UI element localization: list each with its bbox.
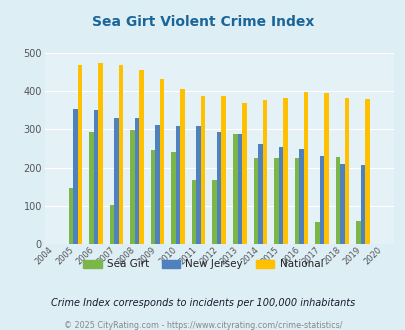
- Bar: [216, 132, 221, 244]
- Bar: [160, 79, 164, 244]
- Bar: [171, 152, 175, 244]
- Legend: Sea Girt, New Jersey, National: Sea Girt, New Jersey, National: [79, 255, 326, 274]
- Bar: [339, 164, 344, 244]
- Bar: [109, 205, 114, 244]
- Text: Sea Girt Violent Crime Index: Sea Girt Violent Crime Index: [92, 15, 313, 29]
- Bar: [175, 126, 180, 244]
- Bar: [335, 157, 339, 244]
- Bar: [77, 65, 82, 244]
- Bar: [282, 98, 287, 244]
- Text: © 2025 CityRating.com - https://www.cityrating.com/crime-statistics/: © 2025 CityRating.com - https://www.city…: [64, 321, 341, 330]
- Bar: [232, 134, 237, 244]
- Bar: [237, 134, 241, 244]
- Bar: [139, 70, 143, 244]
- Bar: [151, 150, 155, 244]
- Bar: [253, 158, 258, 244]
- Bar: [241, 103, 246, 244]
- Bar: [344, 98, 348, 244]
- Bar: [273, 158, 278, 244]
- Bar: [192, 180, 196, 244]
- Bar: [119, 65, 123, 244]
- Bar: [258, 144, 262, 244]
- Bar: [73, 109, 77, 244]
- Bar: [360, 165, 364, 244]
- Bar: [298, 149, 303, 244]
- Bar: [212, 180, 216, 244]
- Bar: [200, 96, 205, 244]
- Bar: [94, 110, 98, 244]
- Bar: [294, 158, 298, 244]
- Bar: [130, 130, 134, 244]
- Text: Crime Index corresponds to incidents per 100,000 inhabitants: Crime Index corresponds to incidents per…: [51, 298, 354, 308]
- Bar: [68, 188, 73, 244]
- Bar: [262, 100, 266, 244]
- Bar: [221, 96, 226, 244]
- Bar: [134, 118, 139, 244]
- Bar: [314, 222, 319, 244]
- Bar: [196, 126, 200, 244]
- Bar: [324, 93, 328, 244]
- Bar: [98, 63, 102, 244]
- Bar: [89, 132, 94, 244]
- Bar: [180, 89, 185, 244]
- Bar: [355, 221, 360, 244]
- Bar: [155, 125, 160, 244]
- Bar: [278, 147, 282, 244]
- Bar: [114, 118, 119, 244]
- Bar: [319, 156, 324, 244]
- Bar: [303, 92, 307, 244]
- Bar: [364, 99, 369, 244]
